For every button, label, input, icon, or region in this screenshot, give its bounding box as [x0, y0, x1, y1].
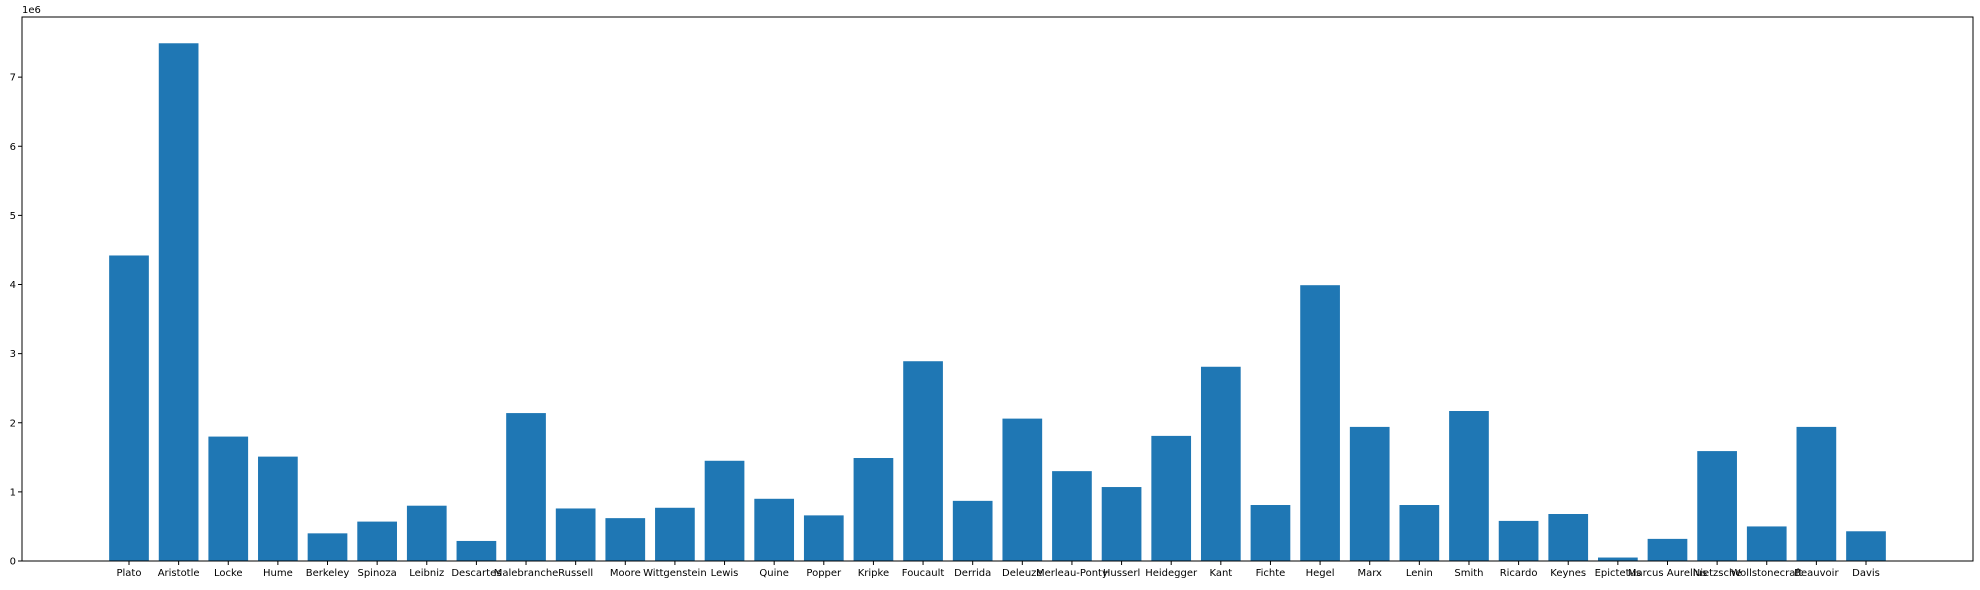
y-tick-label: 0 — [10, 557, 16, 568]
bar — [655, 507, 695, 561]
x-tick-label: Hegel — [1306, 568, 1335, 579]
bar — [1498, 520, 1539, 561]
bar — [1349, 426, 1390, 561]
bar — [1101, 487, 1142, 561]
bar — [1697, 451, 1737, 561]
x-tick-label: Locke — [214, 568, 243, 579]
bar — [406, 505, 447, 561]
y-tick-label: 3 — [10, 349, 16, 360]
bar — [158, 43, 199, 561]
x-tick-label: Kant — [1209, 568, 1232, 579]
bar — [109, 255, 149, 562]
x-tick-label: Moore — [610, 568, 641, 579]
plot-frame — [21, 16, 1974, 562]
x-tick-label: Leibniz — [409, 568, 444, 579]
bar — [605, 518, 646, 561]
bar — [1598, 557, 1638, 561]
x-tick-label: Quine — [759, 568, 788, 579]
y-tick-label: 2 — [10, 418, 16, 429]
bar — [506, 413, 546, 561]
x-tick-label: Smith — [1454, 568, 1483, 579]
bar — [903, 361, 943, 561]
x-tick-label: Foucault — [902, 568, 945, 579]
x-tick-label: Descartes — [451, 568, 501, 579]
bar — [704, 460, 745, 561]
y-tick-label: 5 — [10, 211, 16, 222]
x-tick-label: Spinoza — [357, 568, 396, 579]
x-tick-label: Epictetus — [1595, 568, 1641, 579]
x-tick-label: Marx — [1357, 568, 1382, 579]
x-tick-label: Russell — [558, 568, 593, 579]
x-tick-label: Fichte — [1256, 568, 1286, 579]
x-tick-label: Wollstonecraft — [1731, 568, 1803, 579]
x-tick-label: Plato — [117, 568, 142, 579]
y-tick-label: 4 — [10, 280, 16, 291]
x-tick-label: Kripke — [858, 568, 889, 579]
bar — [952, 500, 993, 561]
x-tick-label: Derrida — [954, 568, 991, 579]
x-tick-label: Wittgenstein — [643, 568, 707, 579]
bar — [1399, 505, 1440, 561]
bar — [803, 515, 844, 561]
bar — [1746, 526, 1787, 561]
bar — [1250, 505, 1291, 561]
bar — [456, 540, 497, 561]
bar — [1300, 285, 1340, 561]
bar — [1200, 366, 1241, 561]
x-tick-label: Deleuze — [1002, 568, 1043, 579]
bar — [1002, 418, 1043, 561]
bar — [258, 456, 298, 561]
bar — [1449, 411, 1489, 561]
x-tick-label: Beauvoir — [1794, 568, 1839, 579]
x-tick-label: Lewis — [711, 568, 739, 579]
x-tick-label: Hume — [263, 568, 293, 579]
x-tick-label: Malebranche — [494, 568, 559, 579]
x-tick-label: Davis — [1852, 568, 1880, 579]
y-tick-label: 7 — [10, 73, 16, 84]
y-tick-label: 6 — [10, 142, 16, 153]
x-tick-label: Keynes — [1550, 568, 1586, 579]
bar — [307, 533, 348, 561]
bar — [1647, 538, 1688, 561]
plot-background — [22, 17, 1973, 561]
x-tick-label: Marcus Aurelius — [1628, 568, 1707, 579]
bar — [1052, 471, 1092, 561]
x-tick-label: Heidegger — [1145, 568, 1198, 579]
bar — [357, 521, 397, 561]
bar — [853, 458, 894, 561]
bar — [754, 498, 795, 561]
x-tick-label: Nietzsche — [1693, 568, 1742, 579]
x-tick-label: Lenin — [1406, 568, 1433, 579]
x-tick-label: Husserl — [1103, 568, 1140, 579]
bar — [1548, 514, 1589, 561]
bar — [1151, 435, 1192, 561]
bar — [208, 436, 249, 561]
x-tick-label: Aristotle — [158, 568, 200, 579]
bar — [1796, 426, 1837, 561]
x-tick-label: Ricardo — [1500, 568, 1538, 579]
x-tick-label: Merleau-Ponty — [1036, 568, 1108, 579]
x-tick-label: Popper — [806, 568, 842, 579]
x-tick-label: Berkeley — [306, 568, 350, 579]
bar — [555, 508, 596, 561]
y-offset-label: 1e6 — [22, 5, 41, 16]
y-tick-label: 1 — [10, 487, 16, 498]
bar — [1846, 531, 1886, 561]
